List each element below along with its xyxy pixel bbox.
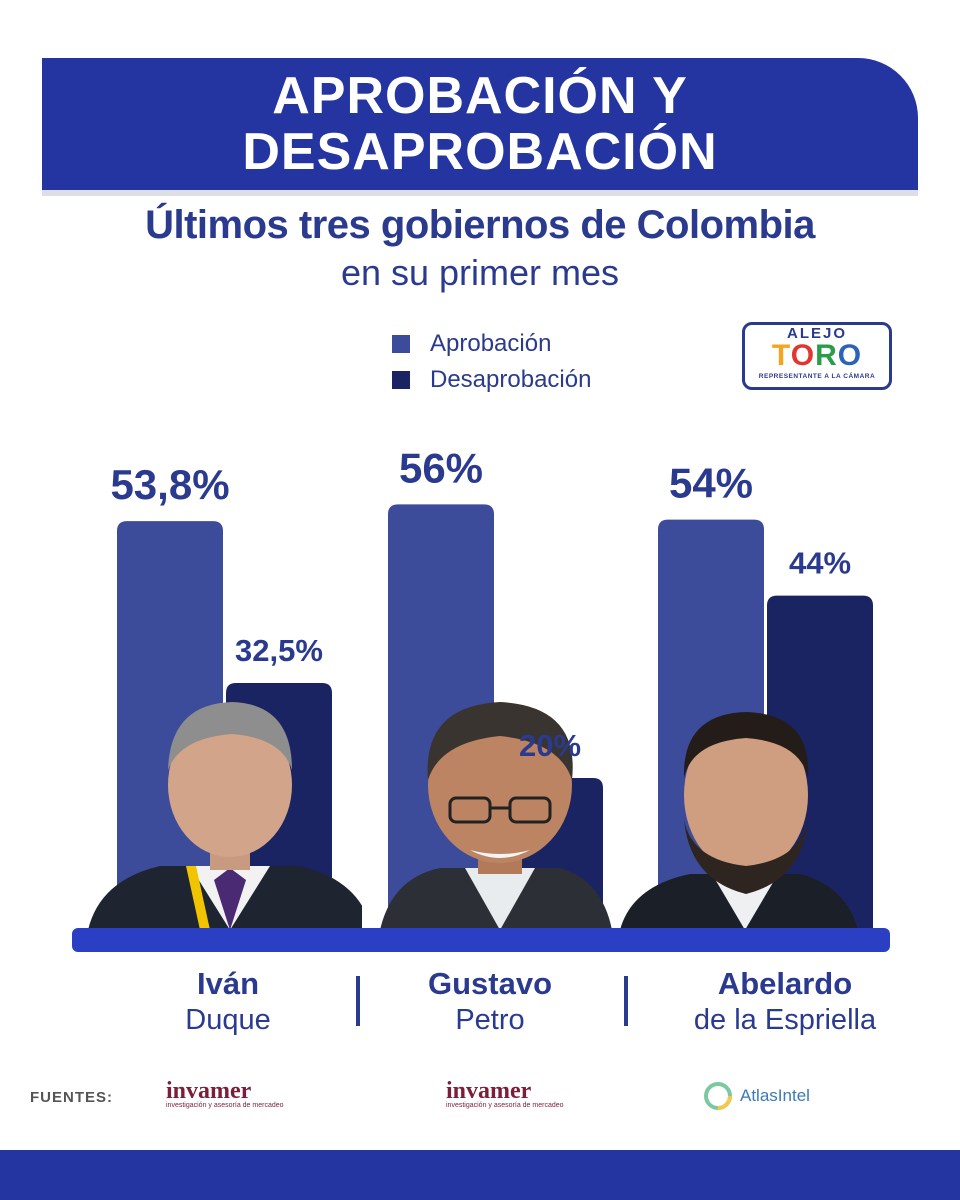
candidate-first-name: Iván — [196, 966, 260, 1001]
logo-bottom-text: REPRESENTANTE A LA CÁMARA — [758, 373, 876, 380]
portrait-group — [88, 702, 858, 930]
candidate-last-name: Duque — [185, 1004, 271, 1036]
atlas-icon — [704, 1082, 732, 1110]
value-label: 32,5% — [235, 633, 323, 668]
bar-desaprobacion-2 — [767, 595, 873, 930]
candidate-name-duque: Iván Duque — [108, 966, 348, 1038]
chart-baseline — [72, 928, 890, 952]
title-banner: APROBACIÓN Y DESAPROBACIÓN — [42, 58, 918, 190]
chart-legend: Aprobación Desaprobación — [392, 326, 591, 398]
value-label: 20% — [519, 728, 581, 763]
source-logo-atlasintel: AtlasIntel — [704, 1082, 810, 1110]
logo-letter: O — [837, 339, 863, 372]
value-label: 44% — [789, 546, 851, 581]
legend-label: Aprobación — [430, 330, 552, 357]
subtitle-secondary: en su primer mes — [340, 252, 620, 293]
value-label: 54% — [669, 460, 753, 507]
footer-bar — [0, 1150, 960, 1200]
candidate-last-name: Petro — [455, 1004, 525, 1036]
portrait-espriella — [620, 712, 858, 930]
logo-top-text: ALEJO — [786, 325, 847, 342]
logo-main-text: TORO — [745, 339, 889, 373]
portrait-duque — [88, 702, 362, 930]
legend-label: Desaprobación — [430, 366, 592, 393]
legend-swatch-aprobacion — [392, 335, 410, 353]
logo-letter: T — [771, 339, 791, 372]
legend-swatch-desaprobacion — [392, 371, 410, 389]
candidate-name-espriella: Abelardo de la Espriella — [665, 966, 905, 1038]
logo-letter: R — [815, 339, 838, 372]
candidate-first-name: Gustavo — [427, 966, 553, 1001]
legend-item-desaprobacion: Desaprobación — [392, 362, 591, 398]
value-label: 56% — [399, 444, 483, 491]
atlas-wordmark: AtlasIntel — [740, 1086, 810, 1105]
invamer-wordmark: invamer — [166, 1078, 252, 1104]
candidate-name-petro: Gustavo Petro — [370, 966, 610, 1038]
logo-letter: O — [790, 339, 816, 372]
invamer-tagline: investigación y asesoría de mercadeo — [166, 1102, 284, 1109]
portrait-petro — [380, 702, 612, 930]
candidate-last-name: de la Espriella — [693, 1004, 877, 1036]
legend-item-aprobacion: Aprobación — [392, 326, 591, 362]
name-divider — [356, 976, 360, 1026]
alejo-toro-logo: ALEJO TORO REPRESENTANTE A LA CÁMARA — [742, 322, 892, 390]
subtitle: Últimos tres gobiernos de Colombia — [145, 203, 815, 247]
source-logo-invamer: invamer investigación y asesoría de merc… — [166, 1078, 284, 1109]
sources-label: FUENTES: — [30, 1089, 113, 1106]
invamer-tagline: investigación y asesoría de mercadeo — [446, 1102, 564, 1109]
source-logo-invamer: invamer investigación y asesoría de merc… — [446, 1078, 564, 1109]
title-line-1: APROBACIÓN Y — [272, 67, 688, 125]
bar-chart: 53,8% 32,5% 56% 20% 54% 44% — [72, 444, 890, 952]
invamer-wordmark: invamer — [446, 1078, 532, 1104]
value-label: 53,8% — [110, 461, 229, 508]
title-line-2: DESAPROBACIÓN — [242, 123, 718, 181]
value-label-group: 53,8% 32,5% 56% 20% 54% 44% — [110, 444, 851, 763]
candidate-first-name: Abelardo — [717, 966, 853, 1001]
name-divider — [624, 976, 628, 1026]
